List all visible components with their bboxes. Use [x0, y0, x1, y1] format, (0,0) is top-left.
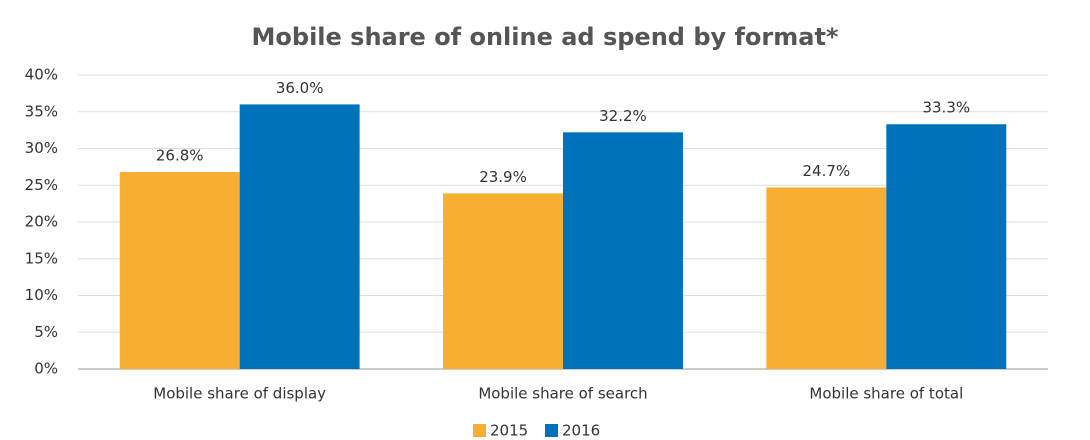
legend-label: 2015	[490, 422, 528, 440]
y-tick-label: 40%	[25, 66, 58, 84]
x-tick-label: Mobile share of total	[809, 385, 963, 403]
y-tick-label: 15%	[25, 249, 58, 267]
y-tick-label: 20%	[25, 213, 58, 231]
bar	[443, 193, 563, 369]
value-label: 23.9%	[479, 168, 527, 186]
x-tick-label: Mobile share of search	[478, 385, 647, 403]
bar	[886, 124, 1007, 370]
value-label: 26.8%	[156, 147, 204, 165]
y-tick-label: 10%	[25, 286, 58, 304]
bar	[563, 132, 683, 369]
x-tick-label: Mobile share of display	[153, 385, 326, 403]
value-label: 24.7%	[803, 162, 851, 180]
chart-title: Mobile share of online ad spend by forma…	[252, 23, 839, 51]
value-label: 33.3%	[922, 99, 970, 117]
legend-label: 2016	[562, 422, 600, 440]
bar	[766, 187, 887, 369]
y-tick-label: 35%	[25, 102, 58, 120]
value-label: 36.0%	[276, 79, 324, 97]
legend-swatch	[545, 424, 558, 437]
bar	[239, 104, 360, 370]
y-tick-label: 0%	[34, 360, 58, 378]
y-tick-label: 25%	[25, 176, 58, 194]
bar	[119, 172, 240, 369]
y-tick-label: 30%	[25, 139, 58, 157]
legend-swatch	[473, 424, 486, 437]
y-tick-label: 5%	[34, 323, 58, 341]
value-label: 32.2%	[599, 107, 647, 125]
